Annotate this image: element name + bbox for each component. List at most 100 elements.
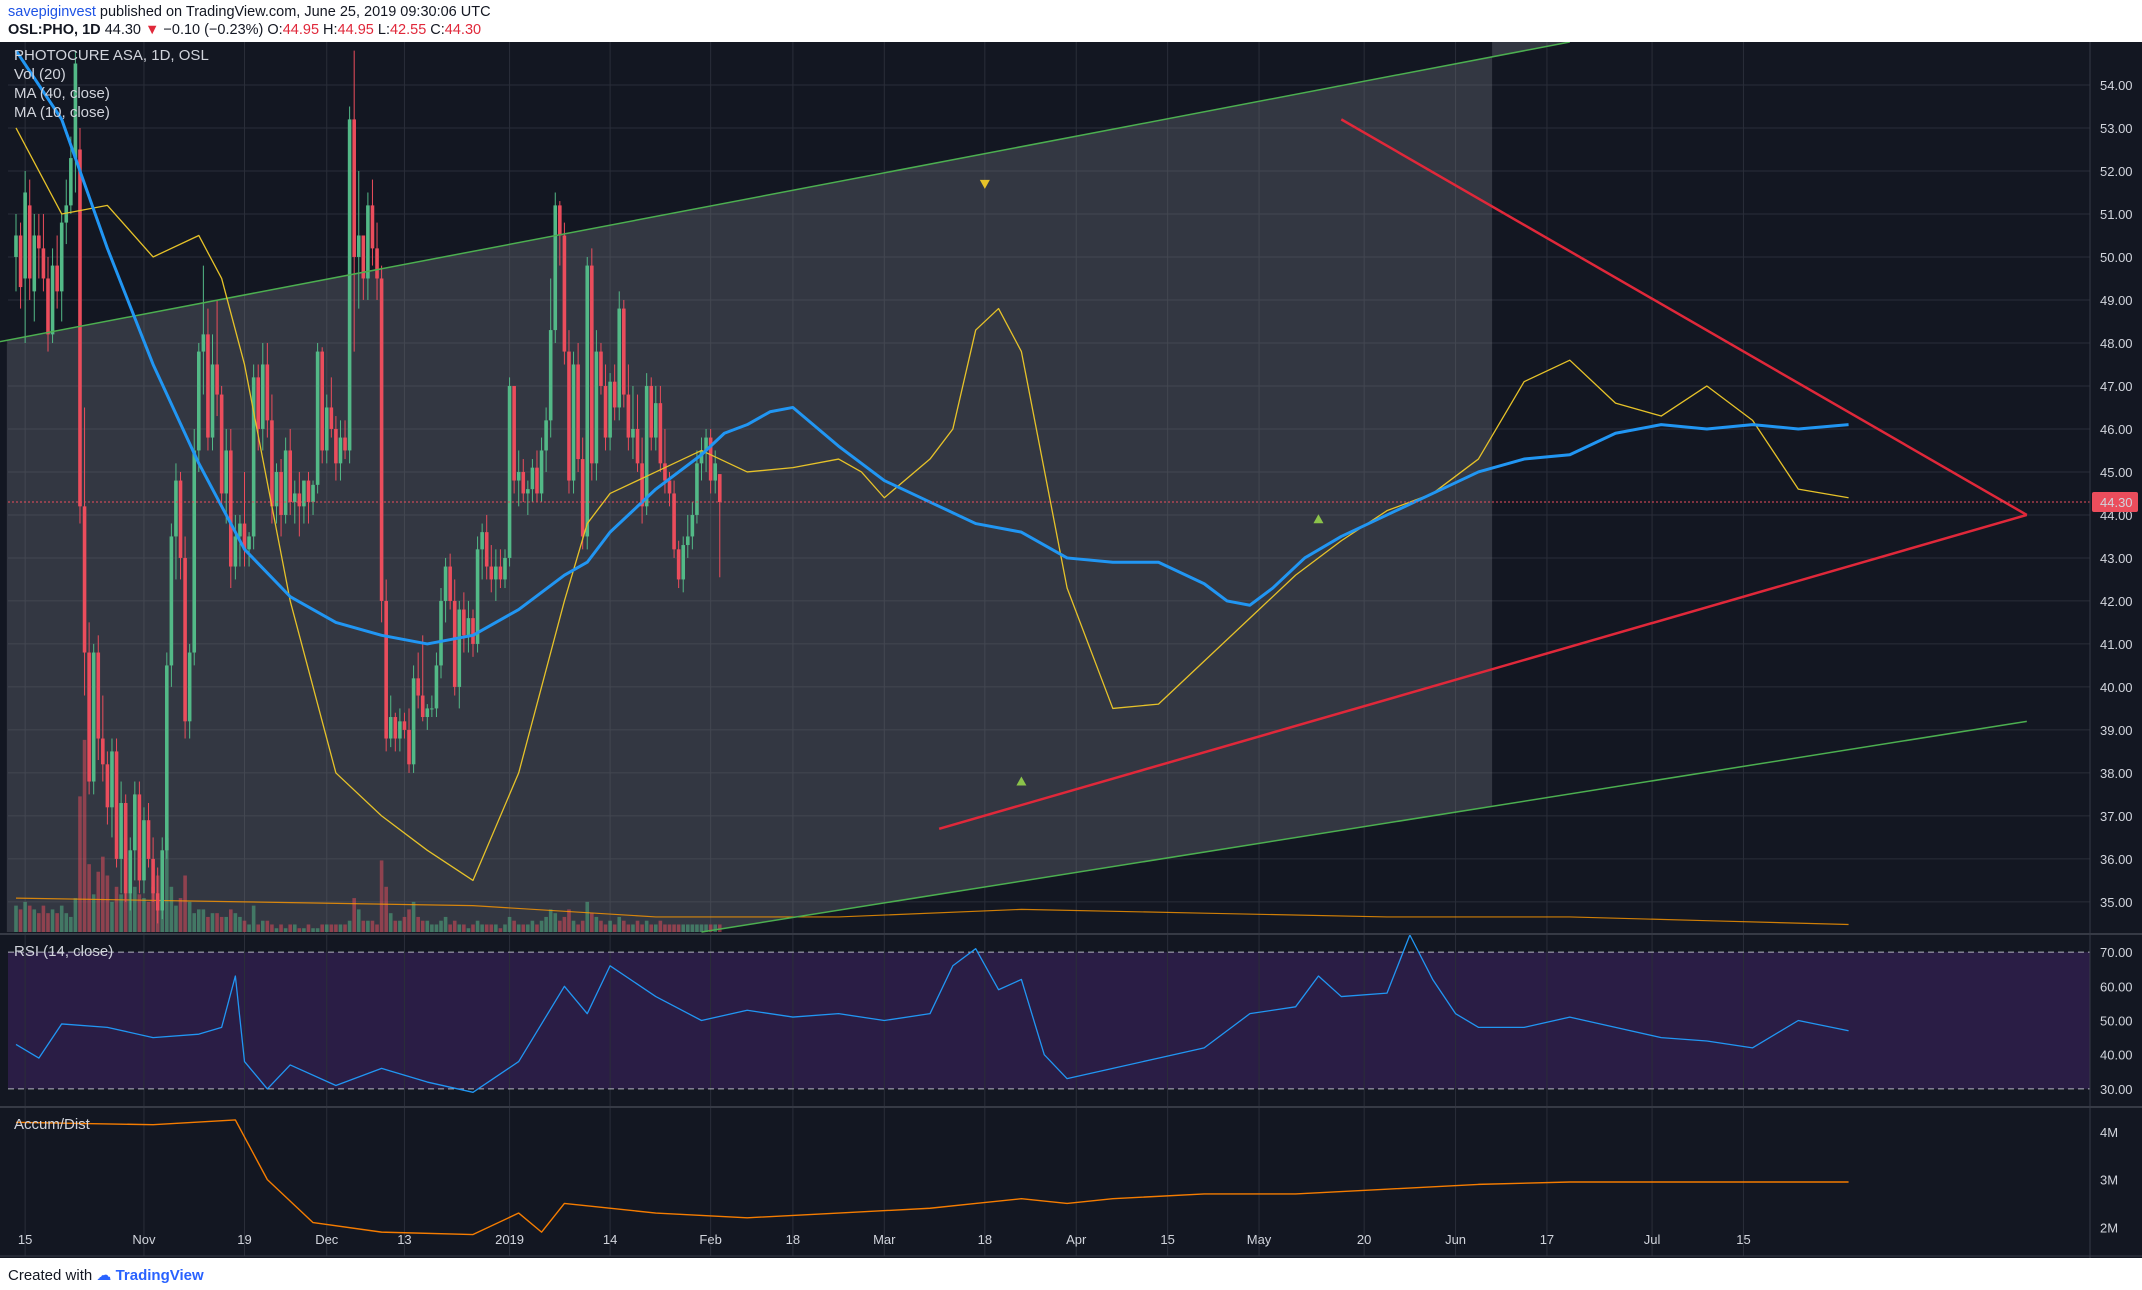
candle-body [457, 609, 462, 687]
triangle-lower-line [938, 513, 2028, 831]
symbol-label: OSL:PHO, 1D [8, 22, 101, 38]
volume-bar [379, 860, 384, 932]
rsi-band [8, 952, 2090, 1089]
volume-bar [183, 875, 187, 932]
price-change: −0.10 (−0.23%) [163, 22, 264, 38]
open-label: O: [267, 22, 283, 38]
price-tick-label: 46.00 [2100, 422, 2133, 437]
candle-body [59, 222, 64, 292]
volume-bar [37, 913, 41, 932]
high-value: 44.95 [337, 22, 374, 38]
candle-body [169, 536, 174, 666]
down-arrow-icon: ▼ [145, 22, 160, 38]
candle-body [411, 678, 416, 765]
candle-body [452, 600, 457, 687]
candle-body [233, 536, 238, 567]
tradingview-brand[interactable]: TradingView [115, 1267, 204, 1284]
volume-bar [690, 924, 695, 932]
channel-fill [6, 42, 1570, 932]
candle-body [270, 420, 274, 507]
candle-body [82, 506, 87, 653]
candle-body [306, 480, 311, 503]
candle-body [110, 751, 114, 808]
candle-body [201, 334, 206, 352]
time-tick-label: May [1247, 1232, 1272, 1247]
volume-bar [169, 886, 174, 932]
footer: Created with ☁ TradingView [0, 1258, 2142, 1290]
candle-body [18, 235, 23, 288]
candle-body [320, 351, 324, 451]
candle-body [347, 119, 352, 451]
candle-body [160, 850, 165, 911]
volume-bar [14, 905, 18, 932]
volume-bar [87, 864, 91, 932]
triangle-upper-line [1340, 118, 2028, 517]
candle-body [562, 235, 567, 352]
volume-bars [14, 739, 1849, 932]
created-with-label: Created with [8, 1267, 93, 1284]
rsi-tick-label: 60.00 [2100, 979, 2133, 994]
candle-body [292, 493, 297, 503]
time-tick-label: Feb [699, 1232, 721, 1247]
candle-body [302, 480, 306, 507]
candles [14, 50, 722, 924]
author-name[interactable]: savepiginvest [8, 4, 96, 20]
chart-legend: PHOTOCURE ASA, 1D, OSL Vol (20) MA (40, … [14, 47, 209, 1133]
rsi-tick-label: 70.00 [2100, 945, 2133, 960]
candle-body [50, 265, 55, 335]
volume-bar [101, 856, 105, 932]
volume-bar [133, 886, 137, 932]
candle-body [174, 480, 178, 537]
publish-info: published on TradingView.com, June 25, 2… [99, 4, 491, 20]
candle-body [622, 308, 626, 395]
volume-bar [78, 796, 82, 932]
candle-body [489, 566, 494, 580]
candle-body [420, 695, 425, 718]
candle-body [279, 471, 283, 515]
candle-body [640, 463, 644, 507]
volume-bar [46, 913, 50, 932]
chart-canvas[interactable]: 35.00 36.00 37.00 38.00 39.00 40.00 41.00 42.00… [0, 42, 2142, 1258]
candle-body [142, 820, 146, 881]
candle-body [667, 480, 672, 494]
candle-body [64, 205, 69, 223]
legend-volume: Vol (20) [14, 66, 66, 83]
volume-bar [407, 909, 411, 932]
time-tick-label: Apr [1066, 1232, 1087, 1247]
volume-bar [420, 920, 425, 932]
volume-bar [457, 924, 462, 932]
candle-body [443, 566, 448, 601]
volume-bar [228, 909, 233, 932]
candle-body [484, 532, 489, 567]
candle-body [663, 463, 667, 481]
candle-body [384, 600, 388, 739]
candle-body [91, 652, 96, 782]
volume-bar [210, 913, 215, 932]
time-tick-label: 18 [978, 1232, 992, 1247]
candle-body [672, 493, 676, 550]
volume-bar [430, 924, 434, 932]
volume-bar [521, 924, 526, 932]
candle-body [649, 385, 654, 438]
volume-bar [434, 924, 439, 932]
candle-body [352, 119, 356, 257]
candle-body [87, 652, 91, 782]
candle-body [558, 205, 562, 236]
volume-bar [215, 913, 219, 932]
volume-bar [384, 886, 388, 932]
axes[interactable]: 35.00 36.00 37.00 38.00 39.00 40.00 41.00 42.00… [18, 78, 2138, 1247]
volume-bar [526, 924, 530, 932]
low-value: 42.55 [389, 22, 427, 38]
candle-body [133, 794, 137, 851]
candle-body [370, 205, 375, 249]
volume-bar [165, 837, 169, 932]
candle-body [73, 63, 78, 159]
candle-body [535, 467, 539, 494]
candle-body [224, 450, 229, 494]
ma40-line [14, 49, 1849, 646]
volume-bar [388, 913, 393, 932]
candle-body [46, 278, 50, 335]
volume-bar [69, 916, 73, 932]
candle-body [590, 265, 594, 464]
volume-bar [717, 924, 722, 932]
